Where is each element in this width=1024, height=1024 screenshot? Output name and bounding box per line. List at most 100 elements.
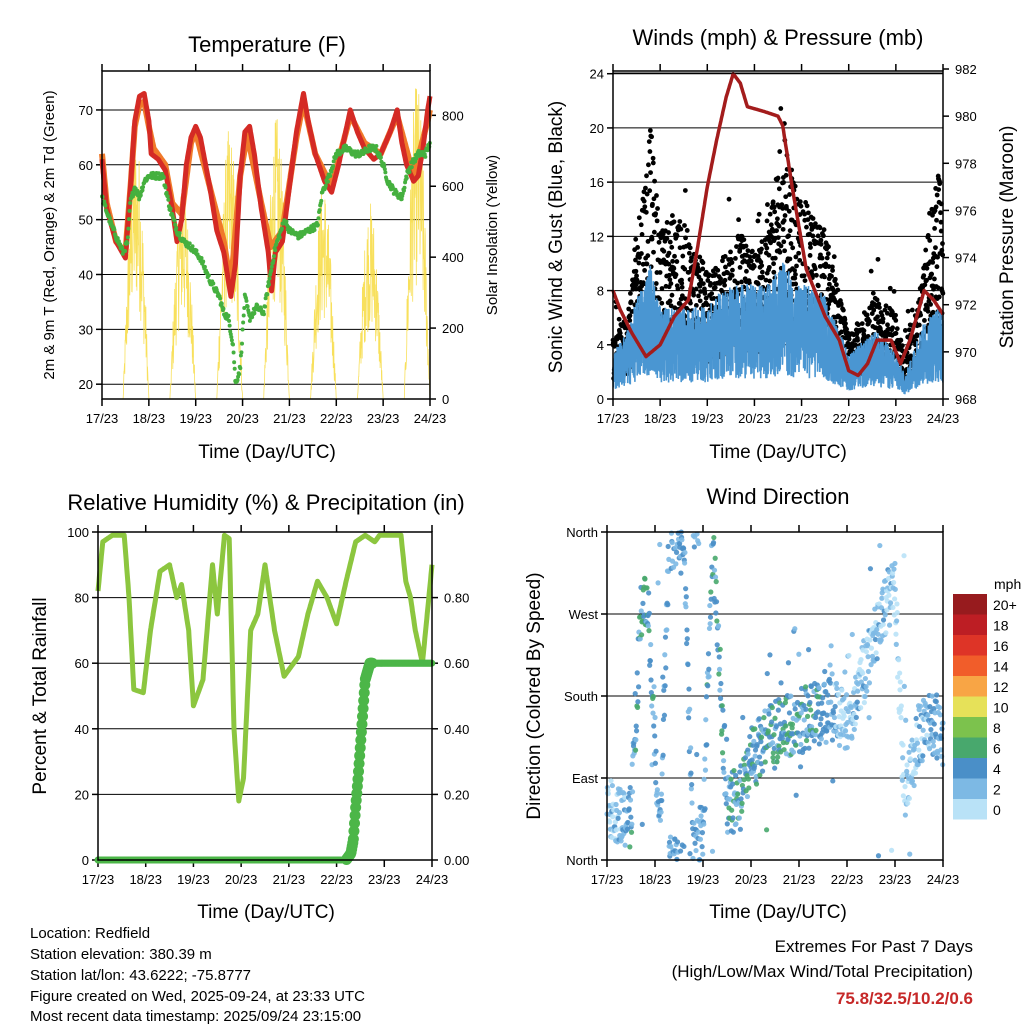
- winds-panel: Winds (mph) & Pressure (mb) Time (Day/UT…: [546, 25, 1018, 463]
- direction-point: [836, 742, 843, 749]
- gust-point: [898, 337, 904, 343]
- y-tick-label: 40: [79, 267, 93, 282]
- direction-point: [829, 737, 836, 743]
- direction-point: [629, 789, 636, 795]
- direction-point: [713, 579, 719, 585]
- direction-point: [939, 726, 945, 732]
- dewpoint-point: [271, 258, 276, 263]
- gust-point: [627, 313, 633, 319]
- dewpoint-point: [277, 235, 282, 240]
- direction-point: [733, 772, 739, 779]
- gust-point: [801, 273, 807, 279]
- direction-point: [646, 590, 652, 596]
- dewpoint-point: [161, 175, 166, 180]
- y-tick-label: 20: [590, 121, 604, 136]
- gust-point: [770, 199, 776, 205]
- wind-direction-xlabel: Time (Day/UTC): [709, 902, 847, 923]
- gust-point: [666, 230, 671, 235]
- gust-point: [931, 276, 937, 282]
- y-tick-right-label: 0.40: [444, 722, 469, 737]
- dewpoint-point: [107, 215, 112, 220]
- gust-point: [777, 249, 783, 255]
- direction-point: [629, 821, 635, 827]
- direction-point: [772, 765, 778, 771]
- gust-point: [776, 223, 782, 229]
- gust-point: [870, 290, 876, 296]
- x-tick-label: 23/23: [880, 411, 913, 426]
- direction-point: [861, 699, 867, 706]
- gust-point: [868, 268, 874, 274]
- direction-point: [642, 576, 648, 582]
- gust-point: [804, 203, 810, 209]
- gust-point: [643, 185, 648, 191]
- direction-point: [613, 827, 620, 833]
- dewpoint-point: [229, 338, 234, 343]
- legend-label: 2: [993, 782, 1001, 798]
- direction-point: [759, 768, 766, 774]
- gust-point: [767, 278, 773, 284]
- gust-point: [914, 332, 920, 338]
- dewpoint-point: [255, 303, 260, 308]
- direction-point: [647, 662, 653, 668]
- direction-point: [722, 722, 728, 729]
- direction-point: [912, 770, 919, 776]
- direction-point: [720, 758, 727, 764]
- dewpoint-point: [240, 341, 245, 346]
- direction-point: [692, 840, 698, 846]
- gust-point: [766, 264, 772, 270]
- gust-point: [804, 224, 809, 230]
- direction-point: [897, 687, 903, 693]
- gust-point: [829, 273, 834, 279]
- direction-point: [657, 541, 663, 548]
- direction-point: [648, 641, 654, 648]
- dewpoint-point: [265, 292, 270, 297]
- dewpoint-point: [328, 173, 333, 178]
- gust-point: [671, 219, 677, 225]
- y-tick-label: 40: [75, 722, 89, 737]
- gust-point: [810, 233, 816, 239]
- gust-point: [657, 296, 662, 302]
- direction-point: [813, 727, 819, 734]
- x-tick-label: 20/23: [225, 872, 258, 887]
- gust-point: [669, 292, 675, 298]
- dewpoint-point: [394, 189, 399, 194]
- gust-point: [905, 308, 911, 314]
- gust-point: [824, 255, 830, 261]
- gust-point: [916, 322, 922, 328]
- direction-point: [738, 796, 744, 802]
- gust-point: [938, 210, 943, 216]
- gust-point: [933, 204, 939, 210]
- gust-point: [922, 318, 927, 323]
- info-location: Location: Redfield: [30, 925, 150, 942]
- gust-point: [899, 343, 905, 349]
- direction-point: [687, 851, 693, 857]
- direction-point: [839, 687, 845, 693]
- legend-label: 20+: [993, 597, 1017, 613]
- dewpoint-point: [235, 378, 240, 383]
- gust-point: [617, 330, 623, 336]
- dewpoint-point: [219, 301, 224, 306]
- dewpoint-point: [190, 244, 195, 249]
- gust-point: [894, 326, 900, 332]
- gust-point: [934, 217, 939, 223]
- direction-point: [691, 544, 697, 550]
- gust-point: [722, 282, 727, 288]
- direction-point: [633, 728, 640, 734]
- gust-point: [717, 280, 723, 286]
- gust-point: [751, 264, 757, 269]
- direction-point: [858, 705, 864, 711]
- gust-point: [861, 328, 867, 334]
- gust-point: [921, 273, 927, 279]
- legend-swatch: [953, 614, 987, 635]
- gust-point: [644, 261, 650, 267]
- gust-point: [728, 249, 733, 255]
- gust-point: [653, 211, 659, 217]
- humidity-panel: Relative Humidity (%) & Precipitation (i…: [30, 490, 469, 923]
- direction-point: [849, 631, 855, 638]
- legend-swatch: [953, 594, 987, 615]
- gust-point: [796, 250, 802, 256]
- direction-point: [705, 683, 711, 689]
- direction-point: [877, 542, 883, 549]
- dewpoint-point: [241, 320, 246, 325]
- direction-point: [628, 829, 635, 835]
